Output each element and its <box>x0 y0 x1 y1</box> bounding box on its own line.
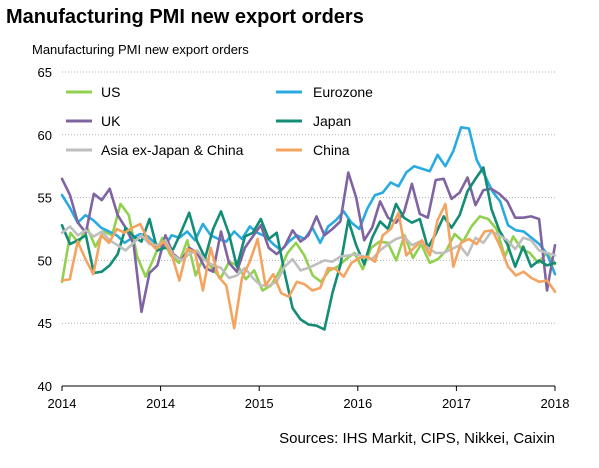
series-line-asia-ex-japan-china <box>60 225 557 287</box>
y-axis: 40 45 50 55 60 65 <box>38 65 52 394</box>
x-tick-label: 2014 <box>48 396 77 411</box>
y-tick-label: 55 <box>38 191 52 206</box>
gridlines <box>62 71 555 324</box>
y-tick-label: 60 <box>38 128 52 143</box>
x-axis: 2014 2014 2015 2016 2017 2018 <box>48 385 570 411</box>
legend: US Eurozone UK Japan Asia ex-Japan & China Ch… <box>66 84 373 158</box>
legend-label-asia-ex-japan-china: Asia ex-Japan & China <box>101 142 244 158</box>
series-line-uk <box>60 171 557 314</box>
series-line-us <box>60 202 557 292</box>
chart-title: Manufacturing PMI new export orders <box>6 6 364 28</box>
legend-label-japan: Japan <box>313 113 351 129</box>
legend-label-uk: UK <box>101 113 121 129</box>
y-tick-label: 50 <box>38 253 52 268</box>
y-tick-label: 65 <box>38 65 52 80</box>
legend-label-eurozone: Eurozone <box>313 84 373 100</box>
y-tick-label: 40 <box>38 379 52 394</box>
x-tick-label: 2014 <box>146 396 175 411</box>
x-tick-label: 2016 <box>343 396 372 411</box>
series-line-china <box>60 202 557 330</box>
legend-label-us: US <box>101 84 120 100</box>
y-tick-label: 45 <box>38 316 52 331</box>
chart-subtitle: Manufacturing PMI new export orders <box>32 42 249 57</box>
legend-label-china: China <box>313 142 350 158</box>
x-tick-label: 2015 <box>245 396 274 411</box>
source-note: Sources: IHS Markit, CIPS, Nikkei, Caixi… <box>279 430 555 447</box>
series-lines <box>60 126 557 331</box>
x-tick-label: 2018 <box>541 396 570 411</box>
x-tick-label: 2017 <box>442 396 471 411</box>
